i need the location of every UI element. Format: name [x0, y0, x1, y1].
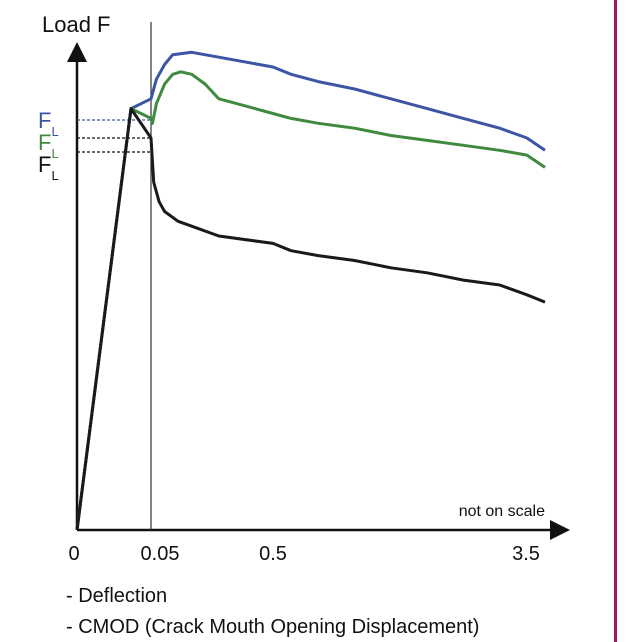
- page-border-right: [614, 0, 617, 642]
- x-tick-label: 0: [68, 543, 79, 565]
- series-line-2: [75, 107, 546, 531]
- fl-label-green: FL: [38, 130, 59, 161]
- fl-label-blue: FL: [38, 108, 59, 139]
- series-line-1: [75, 70, 546, 531]
- fl-label-black: FL: [38, 152, 59, 183]
- x-tick-label: 0.05: [141, 543, 180, 565]
- not-on-scale-note: not on scale: [459, 503, 545, 520]
- x-tick-label: 0.5: [259, 543, 287, 565]
- y-axis-label: Load F: [42, 12, 111, 37]
- note-deflection: - Deflection: [66, 585, 167, 607]
- note-cmod: - CMOD (Crack Mouth Opening Displacement…: [66, 616, 479, 638]
- series-line-0: [75, 50, 546, 531]
- x-tick-label: 3.5: [512, 543, 540, 565]
